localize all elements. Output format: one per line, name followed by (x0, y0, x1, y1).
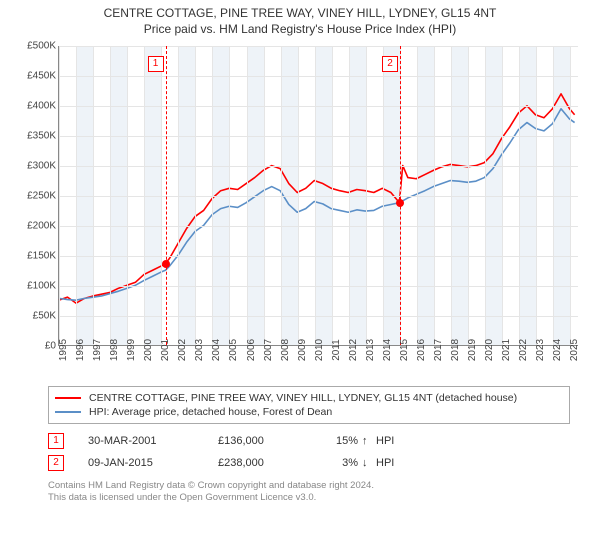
x-tick-label: 2022 (518, 338, 529, 360)
sale-pct: 15% (308, 435, 362, 447)
attribution-line: This data is licensed under the Open Gov… (48, 492, 570, 504)
series-line-hpi (59, 108, 575, 299)
sale-marker-1: 1 (48, 433, 64, 449)
sale-marker-dot (162, 260, 170, 268)
legend-swatch-subject (55, 397, 81, 399)
legend: CENTRE COTTAGE, PINE TREE WAY, VINEY HIL… (48, 386, 570, 424)
sale-date: 30-MAR-2001 (88, 435, 218, 447)
x-tick-label: 1996 (75, 338, 86, 360)
x-tick-label: 2013 (365, 338, 376, 360)
sale-price: £238,000 (218, 457, 308, 469)
x-tick-label: 2001 (160, 338, 171, 360)
y-tick-label: £450K (12, 70, 56, 81)
x-tick-label: 2000 (143, 338, 154, 360)
series-line-subject (59, 93, 575, 302)
sale-row: 2 09-JAN-2015 £238,000 3% ↓ HPI (48, 452, 570, 474)
x-tick-label: 1997 (92, 338, 103, 360)
y-tick-label: £250K (12, 190, 56, 201)
x-tick-label: 1998 (109, 338, 120, 360)
sale-price: £136,000 (218, 435, 308, 447)
sale-marker-dot (396, 199, 404, 207)
x-tick-label: 2009 (297, 338, 308, 360)
sale-marker-2: 2 (48, 455, 64, 471)
legend-swatch-hpi (55, 411, 81, 413)
chart-subtitle: Price paid vs. HM Land Registry's House … (0, 22, 600, 40)
sale-vs: HPI (376, 457, 394, 469)
sale-marker-line (400, 46, 401, 345)
x-tick-label: 2018 (450, 338, 461, 360)
x-tick-label: 2002 (177, 338, 188, 360)
x-tick-label: 2025 (569, 338, 580, 360)
plot-region: 12 (58, 46, 578, 346)
x-tick-label: 2014 (382, 338, 393, 360)
sale-marker-badge: 1 (148, 56, 164, 72)
y-tick-label: £200K (12, 220, 56, 231)
x-tick-label: 1995 (58, 338, 69, 360)
x-tick-label: 2019 (467, 338, 478, 360)
x-tick-label: 2004 (211, 338, 222, 360)
sale-marker-line (166, 46, 167, 345)
legend-item-hpi: HPI: Average price, detached house, Fore… (55, 405, 563, 419)
x-tick-label: 2023 (535, 338, 546, 360)
sale-marker-badge: 2 (382, 56, 398, 72)
sales-table: 1 30-MAR-2001 £136,000 15% ↑ HPI 2 09-JA… (48, 430, 570, 474)
x-tick-label: 2011 (331, 339, 342, 361)
x-tick-label: 2024 (552, 338, 563, 360)
x-tick-label: 2010 (314, 338, 325, 360)
sale-date: 09-JAN-2015 (88, 457, 218, 469)
sale-vs: HPI (376, 435, 394, 447)
y-tick-label: £350K (12, 130, 56, 141)
legend-item-subject: CENTRE COTTAGE, PINE TREE WAY, VINEY HIL… (55, 391, 563, 405)
y-tick-label: £150K (12, 250, 56, 261)
y-tick-label: £100K (12, 280, 56, 291)
legend-label-subject: CENTRE COTTAGE, PINE TREE WAY, VINEY HIL… (89, 392, 517, 404)
x-tick-label: 2021 (501, 338, 512, 360)
arrow-down-icon: ↓ (362, 457, 376, 469)
x-tick-label: 2017 (433, 338, 444, 360)
attribution: Contains HM Land Registry data © Crown c… (48, 480, 570, 505)
sale-pct: 3% (308, 457, 362, 469)
attribution-line: Contains HM Land Registry data © Crown c… (48, 480, 570, 492)
x-tick-label: 2005 (228, 338, 239, 360)
x-tick-label: 2016 (416, 338, 427, 360)
y-tick-label: £50K (12, 310, 56, 321)
arrow-up-icon: ↑ (362, 435, 376, 447)
x-tick-label: 2020 (484, 338, 495, 360)
x-tick-label: 2008 (280, 338, 291, 360)
legend-label-hpi: HPI: Average price, detached house, Fore… (89, 406, 332, 418)
chart-title: CENTRE COTTAGE, PINE TREE WAY, VINEY HIL… (0, 0, 600, 22)
x-tick-label: 2007 (263, 338, 274, 360)
x-tick-label: 2012 (348, 338, 359, 360)
sale-row: 1 30-MAR-2001 £136,000 15% ↑ HPI (48, 430, 570, 452)
y-tick-label: £500K (12, 40, 56, 51)
x-tick-label: 2003 (194, 338, 205, 360)
x-tick-label: 1999 (126, 338, 137, 360)
chart-area: 12 £0£50K£100K£150K£200K£250K£300K£350K£… (10, 40, 590, 380)
x-tick-label: 2006 (246, 338, 257, 360)
y-tick-label: £400K (12, 100, 56, 111)
y-tick-label: £300K (12, 160, 56, 171)
x-tick-label: 2015 (399, 338, 410, 360)
y-tick-label: £0 (12, 340, 56, 351)
